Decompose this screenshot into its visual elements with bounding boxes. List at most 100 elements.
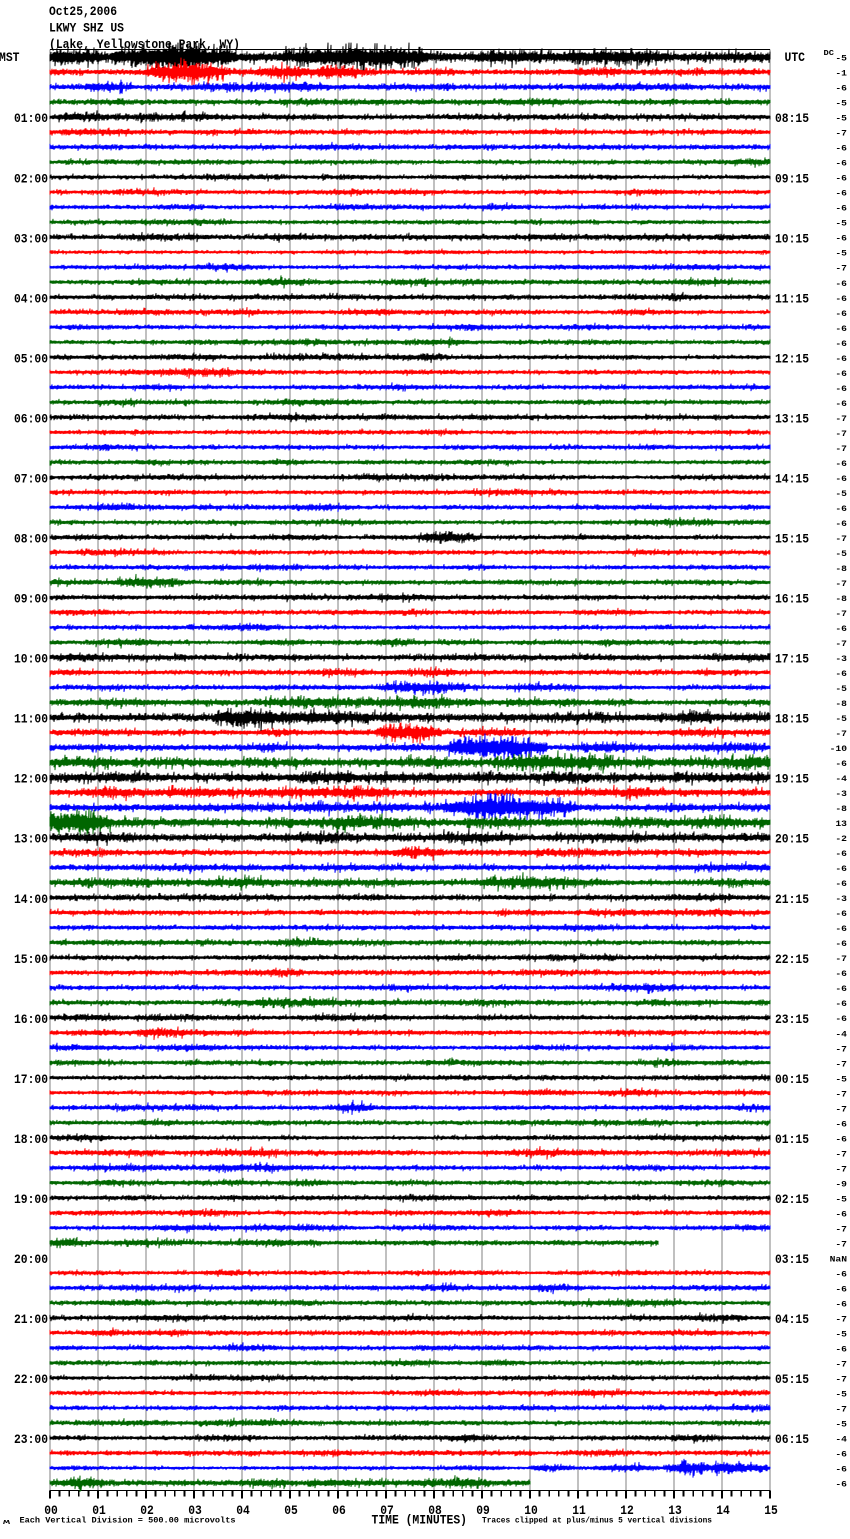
svg-text:Oct25,2006: Oct25,2006 (49, 5, 117, 19)
svg-text:-6: -6 (835, 369, 847, 379)
svg-text:-6: -6 (835, 504, 847, 514)
svg-text:-7: -7 (835, 609, 847, 619)
svg-text:00:15: 00:15 (775, 1073, 809, 1087)
svg-text:13:15: 13:15 (775, 412, 809, 426)
svg-text:13: 13 (835, 819, 847, 829)
svg-text:-6: -6 (835, 759, 847, 769)
svg-text:20:15: 20:15 (775, 833, 809, 847)
svg-text:03: 03 (188, 1504, 202, 1518)
svg-text:14:00: 14:00 (14, 893, 48, 907)
svg-text:-7: -7 (835, 1314, 847, 1324)
svg-text:-6: -6 (835, 174, 847, 184)
svg-text:-4: -4 (835, 774, 847, 784)
svg-text:-7: -7 (835, 1149, 847, 1159)
svg-text:06:00: 06:00 (14, 412, 48, 426)
svg-text:-6: -6 (835, 204, 847, 214)
svg-text:-7: -7 (835, 1104, 847, 1114)
svg-text:11:00: 11:00 (14, 713, 48, 727)
svg-text:01:00: 01:00 (14, 112, 48, 126)
svg-text:13: 13 (668, 1504, 682, 1518)
svg-text:-6: -6 (835, 1269, 847, 1279)
svg-text:14:15: 14:15 (775, 472, 809, 486)
svg-text:-7: -7 (835, 264, 847, 274)
svg-text:01:15: 01:15 (775, 1133, 809, 1147)
svg-text:MST: MST (0, 51, 20, 65)
svg-text:12: 12 (620, 1504, 634, 1518)
svg-text:-7: -7 (835, 1164, 847, 1174)
svg-text:-7: -7 (835, 129, 847, 139)
svg-text:-5: -5 (835, 714, 847, 724)
svg-text:-6: -6 (835, 669, 847, 679)
svg-text:10: 10 (524, 1504, 538, 1518)
svg-text:-6: -6 (835, 1119, 847, 1129)
svg-text:-3: -3 (835, 654, 847, 664)
svg-text:12:00: 12:00 (14, 773, 48, 787)
svg-text:18:00: 18:00 (14, 1133, 48, 1147)
svg-text:05:15: 05:15 (775, 1373, 809, 1387)
svg-text:-5: -5 (835, 489, 847, 499)
svg-text:-7: -7 (835, 1405, 847, 1415)
svg-text:17:15: 17:15 (775, 653, 809, 667)
svg-text:08:15: 08:15 (775, 112, 809, 126)
svg-text:10:00: 10:00 (14, 653, 48, 667)
svg-text:-6: -6 (835, 909, 847, 919)
svg-text:-6: -6 (835, 1134, 847, 1144)
svg-text:UTC: UTC (785, 51, 806, 65)
svg-text:-6: -6 (835, 1480, 847, 1490)
svg-text:Traces clipped at plus/minus 5: Traces clipped at plus/minus 5 vertical … (482, 1515, 712, 1525)
svg-text:-7: -7 (835, 429, 847, 439)
svg-text:-6: -6 (835, 984, 847, 994)
svg-text:-5: -5 (835, 1389, 847, 1399)
svg-text:-6: -6 (835, 324, 847, 334)
svg-text:-6: -6 (835, 624, 847, 634)
svg-text:-7: -7 (835, 1059, 847, 1069)
svg-text:DC: DC (824, 50, 835, 58)
svg-text:-6: -6 (835, 189, 847, 199)
svg-text:-7: -7 (835, 1224, 847, 1234)
svg-text:23:15: 23:15 (775, 1013, 809, 1027)
svg-text:-3: -3 (835, 894, 847, 904)
svg-text:07: 07 (380, 1504, 394, 1518)
svg-text:-5: -5 (835, 1329, 847, 1339)
svg-text:-6: -6 (835, 339, 847, 349)
svg-text:15:15: 15:15 (775, 533, 809, 547)
svg-text:-5: -5 (835, 219, 847, 229)
svg-text:-7: -7 (835, 954, 847, 964)
svg-text:LKWY SHZ US: LKWY SHZ US (49, 22, 124, 36)
svg-text:22:00: 22:00 (14, 1373, 48, 1387)
svg-text:11: 11 (572, 1504, 586, 1518)
svg-text:-6: -6 (835, 1014, 847, 1024)
svg-text:-7: -7 (835, 1089, 847, 1099)
svg-text:06: 06 (332, 1504, 346, 1518)
svg-text:-7: -7 (835, 1374, 847, 1384)
svg-text:16:15: 16:15 (775, 593, 809, 607)
svg-text:-6: -6 (835, 309, 847, 319)
svg-text:19:00: 19:00 (14, 1193, 48, 1207)
svg-text:-6: -6 (835, 879, 847, 889)
svg-text:02:15: 02:15 (775, 1193, 809, 1207)
svg-text:09:00: 09:00 (14, 593, 48, 607)
svg-text:-6: -6 (835, 279, 847, 289)
svg-text:-8: -8 (835, 594, 847, 604)
svg-text:09:15: 09:15 (775, 172, 809, 186)
svg-text:-6: -6 (835, 1209, 847, 1219)
svg-text:-1: -1 (835, 69, 847, 79)
svg-text:ʍ: ʍ (3, 1519, 11, 1527)
svg-text:-6: -6 (835, 474, 847, 484)
svg-text:14: 14 (716, 1504, 730, 1518)
svg-text:21:00: 21:00 (14, 1313, 48, 1327)
svg-text:-7: -7 (835, 729, 847, 739)
svg-text:-10: -10 (830, 744, 847, 754)
svg-text:-6: -6 (835, 849, 847, 859)
svg-text:01: 01 (92, 1504, 106, 1518)
svg-text:13:00: 13:00 (14, 833, 48, 847)
svg-text:-5: -5 (835, 1194, 847, 1204)
svg-text:-6: -6 (835, 1344, 847, 1354)
svg-text:08: 08 (428, 1504, 442, 1518)
svg-text:17:00: 17:00 (14, 1073, 48, 1087)
svg-text:11:15: 11:15 (775, 292, 809, 306)
svg-text:-8: -8 (835, 699, 847, 709)
svg-text:-6: -6 (835, 864, 847, 874)
svg-text:(Lake, Yellowstone Park, WY): (Lake, Yellowstone Park, WY) (49, 38, 240, 52)
svg-text:04: 04 (236, 1504, 250, 1518)
